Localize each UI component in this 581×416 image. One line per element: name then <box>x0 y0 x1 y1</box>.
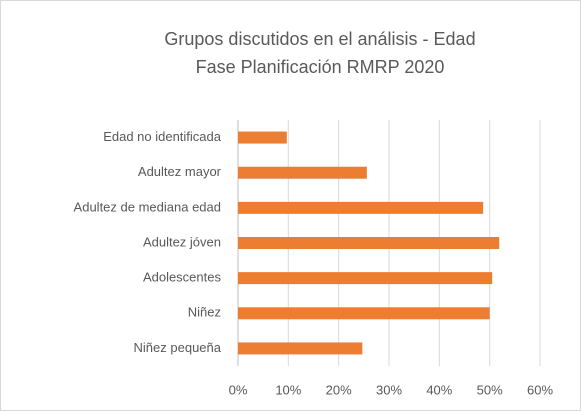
x-tick-label: 60% <box>527 382 553 397</box>
x-tick-label: 0% <box>229 382 248 397</box>
x-tick-label: 50% <box>477 382 503 397</box>
bar <box>238 131 287 144</box>
y-tick-label: Adultez jóven <box>143 234 221 249</box>
bar <box>238 307 490 320</box>
y-tick-label: Niñez <box>188 305 221 320</box>
bar <box>238 166 367 179</box>
x-tick-label: 10% <box>275 382 301 397</box>
chart-subtitle: Fase Planificación RMRP 2020 <box>196 57 445 77</box>
x-tick-label: 40% <box>426 382 452 397</box>
bar <box>238 201 484 214</box>
bar <box>238 272 493 285</box>
x-tick-label: 20% <box>326 382 352 397</box>
y-tick-label: Adultez de mediana edad <box>74 199 221 214</box>
y-tick-label: Edad no identificada <box>103 129 222 144</box>
bar <box>238 342 363 355</box>
bar <box>238 237 500 249</box>
y-tick-label: Niñez pequeña <box>134 340 222 355</box>
chart-title: Grupos discutidos en el análisis - Edad <box>164 29 475 49</box>
x-tick-label: 30% <box>376 382 402 397</box>
y-tick-label: Adultez mayor <box>138 164 222 179</box>
y-tick-label: Adolescentes <box>143 270 222 285</box>
